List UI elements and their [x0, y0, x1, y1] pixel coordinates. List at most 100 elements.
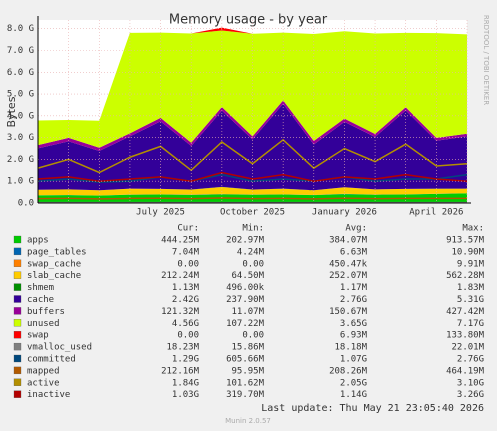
legend-stat: 3.10G	[457, 378, 484, 388]
legend-stat: 4.56G	[172, 319, 199, 329]
last-update: Last update: Thu May 21 23:05:40 2026	[261, 403, 484, 414]
legend-stat: 450.47k	[329, 259, 368, 269]
legend-label: vmalloc_used	[27, 343, 92, 353]
legend-stat: 0.00	[177, 331, 199, 341]
legend-label: buffers	[27, 307, 65, 317]
legend-stat: 202.97M	[226, 236, 265, 246]
legend-stat: 6.93M	[340, 331, 368, 341]
y-tick-label: 7.0 G	[7, 46, 34, 56]
legend-label: apps	[27, 236, 49, 246]
legend-label: committed	[27, 355, 76, 365]
legend-stat: 3.26G	[457, 390, 484, 400]
y-tick-label: 6.0 G	[7, 68, 34, 78]
legend-swatch	[13, 390, 22, 398]
legend-header: Max:	[462, 224, 484, 234]
legend-stat: 15.86M	[231, 343, 264, 353]
legend-stat: 9.91M	[457, 259, 485, 269]
legend-stat: 913.57M	[446, 236, 485, 246]
legend-stat: 7.04M	[172, 247, 200, 257]
legend-stat: 208.26M	[329, 366, 368, 376]
legend-label: inactive	[27, 390, 70, 400]
legend-label: slab_cache	[27, 271, 81, 281]
legend-label: swap_cache	[27, 259, 81, 269]
legend-label: mapped	[27, 366, 60, 376]
legend-swatch	[13, 319, 22, 327]
legend-stat: 0.00	[177, 259, 199, 269]
x-tick-label: April 2026	[409, 208, 463, 218]
line	[37, 197, 467, 200]
legend-stat: 150.67M	[329, 307, 368, 317]
x-tick-label: July 2025	[136, 208, 185, 218]
legend-stat: 1.03G	[172, 390, 199, 400]
legend-stat: 237.90M	[226, 295, 265, 305]
legend-label: active	[27, 378, 60, 388]
legend-stat: 2.76G	[340, 295, 367, 305]
chart-title: Memory usage - by year	[169, 13, 328, 28]
legend-stat: 1.17M	[340, 283, 368, 293]
legend-stat: 1.84G	[172, 378, 199, 388]
legend-stat: 121.32M	[161, 307, 200, 317]
legend-swatch	[13, 307, 22, 315]
legend-stat: 319.70M	[226, 390, 265, 400]
legend-stat: 2.76G	[457, 355, 484, 365]
legend-stat: 0.00	[242, 331, 264, 341]
legend-label: shmem	[27, 283, 54, 293]
legend-stat: 1.14G	[340, 390, 367, 400]
legend-stat: 22.01M	[451, 343, 484, 353]
legend-label: page_tables	[27, 247, 87, 257]
legend-stat: 212.24M	[161, 271, 200, 281]
y-tick-label: 1.0 G	[7, 177, 34, 187]
y-tick-label: 5.0 G	[7, 90, 34, 100]
legend-stat: 5.31G	[457, 295, 484, 305]
legend-stat: 1.07G	[340, 355, 367, 365]
legend-swatch	[13, 295, 22, 303]
legend-stat: 444.25M	[161, 236, 200, 246]
area	[38, 186, 467, 191]
legend-swatch	[13, 259, 22, 267]
legend-stat: 6.63M	[340, 247, 368, 257]
legend-swatch	[13, 235, 22, 244]
legend-stat: 252.07M	[329, 271, 368, 281]
y-axis-label: Bytes	[5, 96, 18, 127]
y-tick-label: 8.0 G	[7, 24, 34, 34]
legend-stat: 2.42G	[172, 295, 199, 305]
legend-stat: 605.66M	[226, 355, 265, 365]
legend-stat: 427.42M	[446, 307, 485, 317]
line	[37, 173, 468, 184]
legend-swatch	[13, 283, 22, 291]
y-tick-label: 3.0 G	[7, 133, 34, 143]
legend-swatch	[13, 378, 22, 386]
y-tick-label: 4.0 G	[7, 111, 34, 121]
line	[37, 138, 468, 174]
legend-stat: 562.28M	[446, 271, 485, 281]
legend-swatch	[13, 342, 22, 351]
legend-swatch	[13, 366, 22, 375]
legend-stat: 107.22M	[226, 319, 265, 329]
legend-swatch	[13, 354, 22, 363]
legend-stat: 1.83M	[457, 283, 485, 293]
legend-stat: 1.29G	[172, 355, 199, 365]
legend-stat: 496.00k	[226, 283, 265, 293]
legend-stat: 95.95M	[231, 366, 264, 376]
legend-stat: 18.23M	[166, 343, 199, 353]
legend-stat: 212.16M	[161, 366, 200, 376]
legend-label: cache	[27, 295, 54, 305]
legend-label: swap	[27, 331, 49, 341]
legend-stat: 3.65G	[340, 319, 367, 329]
y-tick-label: 2.0 G	[7, 155, 34, 165]
legend-swatch	[13, 247, 22, 256]
legend-header: Min:	[242, 224, 264, 234]
legend-stat: 1.13M	[172, 283, 200, 293]
version: Munin 2.0.57	[225, 417, 271, 425]
x-tick-label: October 2025	[220, 208, 285, 218]
legend-stat: 384.07M	[329, 236, 368, 246]
legend-stat: 2.05G	[340, 378, 367, 388]
x-tick-label: January 2026	[312, 208, 377, 218]
legend-stat: 4.24M	[237, 247, 265, 257]
legend-swatch	[13, 271, 22, 279]
legend-stat: 10.90M	[451, 247, 484, 257]
legend-stat: 18.18M	[334, 343, 367, 353]
legend-stat: 0.00	[242, 259, 264, 269]
legend-header: Avg:	[345, 224, 367, 234]
